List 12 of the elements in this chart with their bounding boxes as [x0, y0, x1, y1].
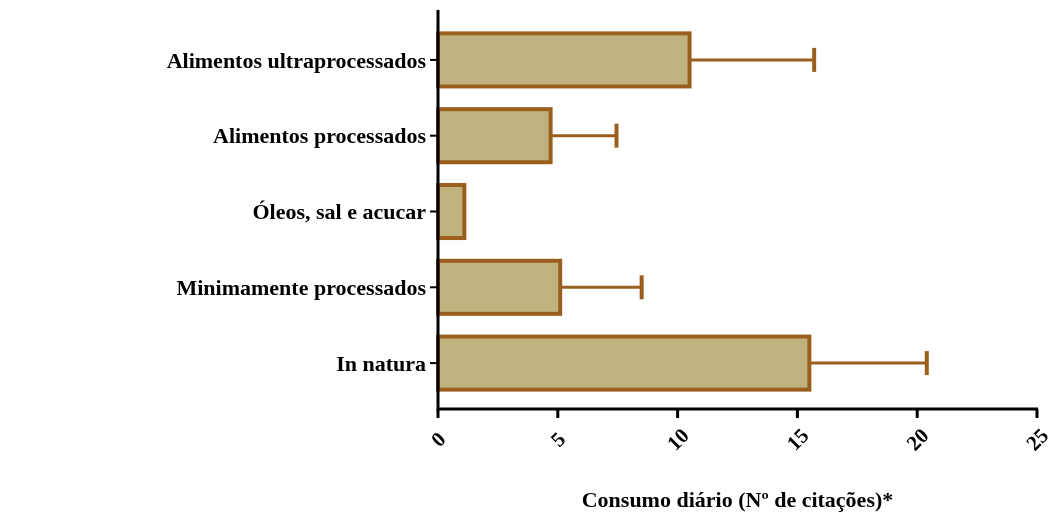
y-tick-label: Alimentos processados: [213, 123, 427, 149]
x-tick-label: 15: [781, 423, 814, 456]
y-tick-label: In natura: [336, 350, 426, 376]
x-tick-label: 5: [545, 427, 571, 452]
x-tick-label: 20: [901, 423, 934, 456]
x-tick-label: 0: [426, 427, 451, 452]
x-tick-label: 25: [1021, 423, 1054, 456]
x-tick-label: 10: [661, 423, 694, 456]
y-tick-label: Minimamente processados: [176, 275, 427, 300]
y-tick-label: Óleos, sal e acucar: [252, 199, 427, 225]
y-tick-label: Alimentos ultraprocessados: [166, 47, 427, 73]
x-axis-title: Consumo diário (Nº de citações)*: [581, 487, 894, 512]
